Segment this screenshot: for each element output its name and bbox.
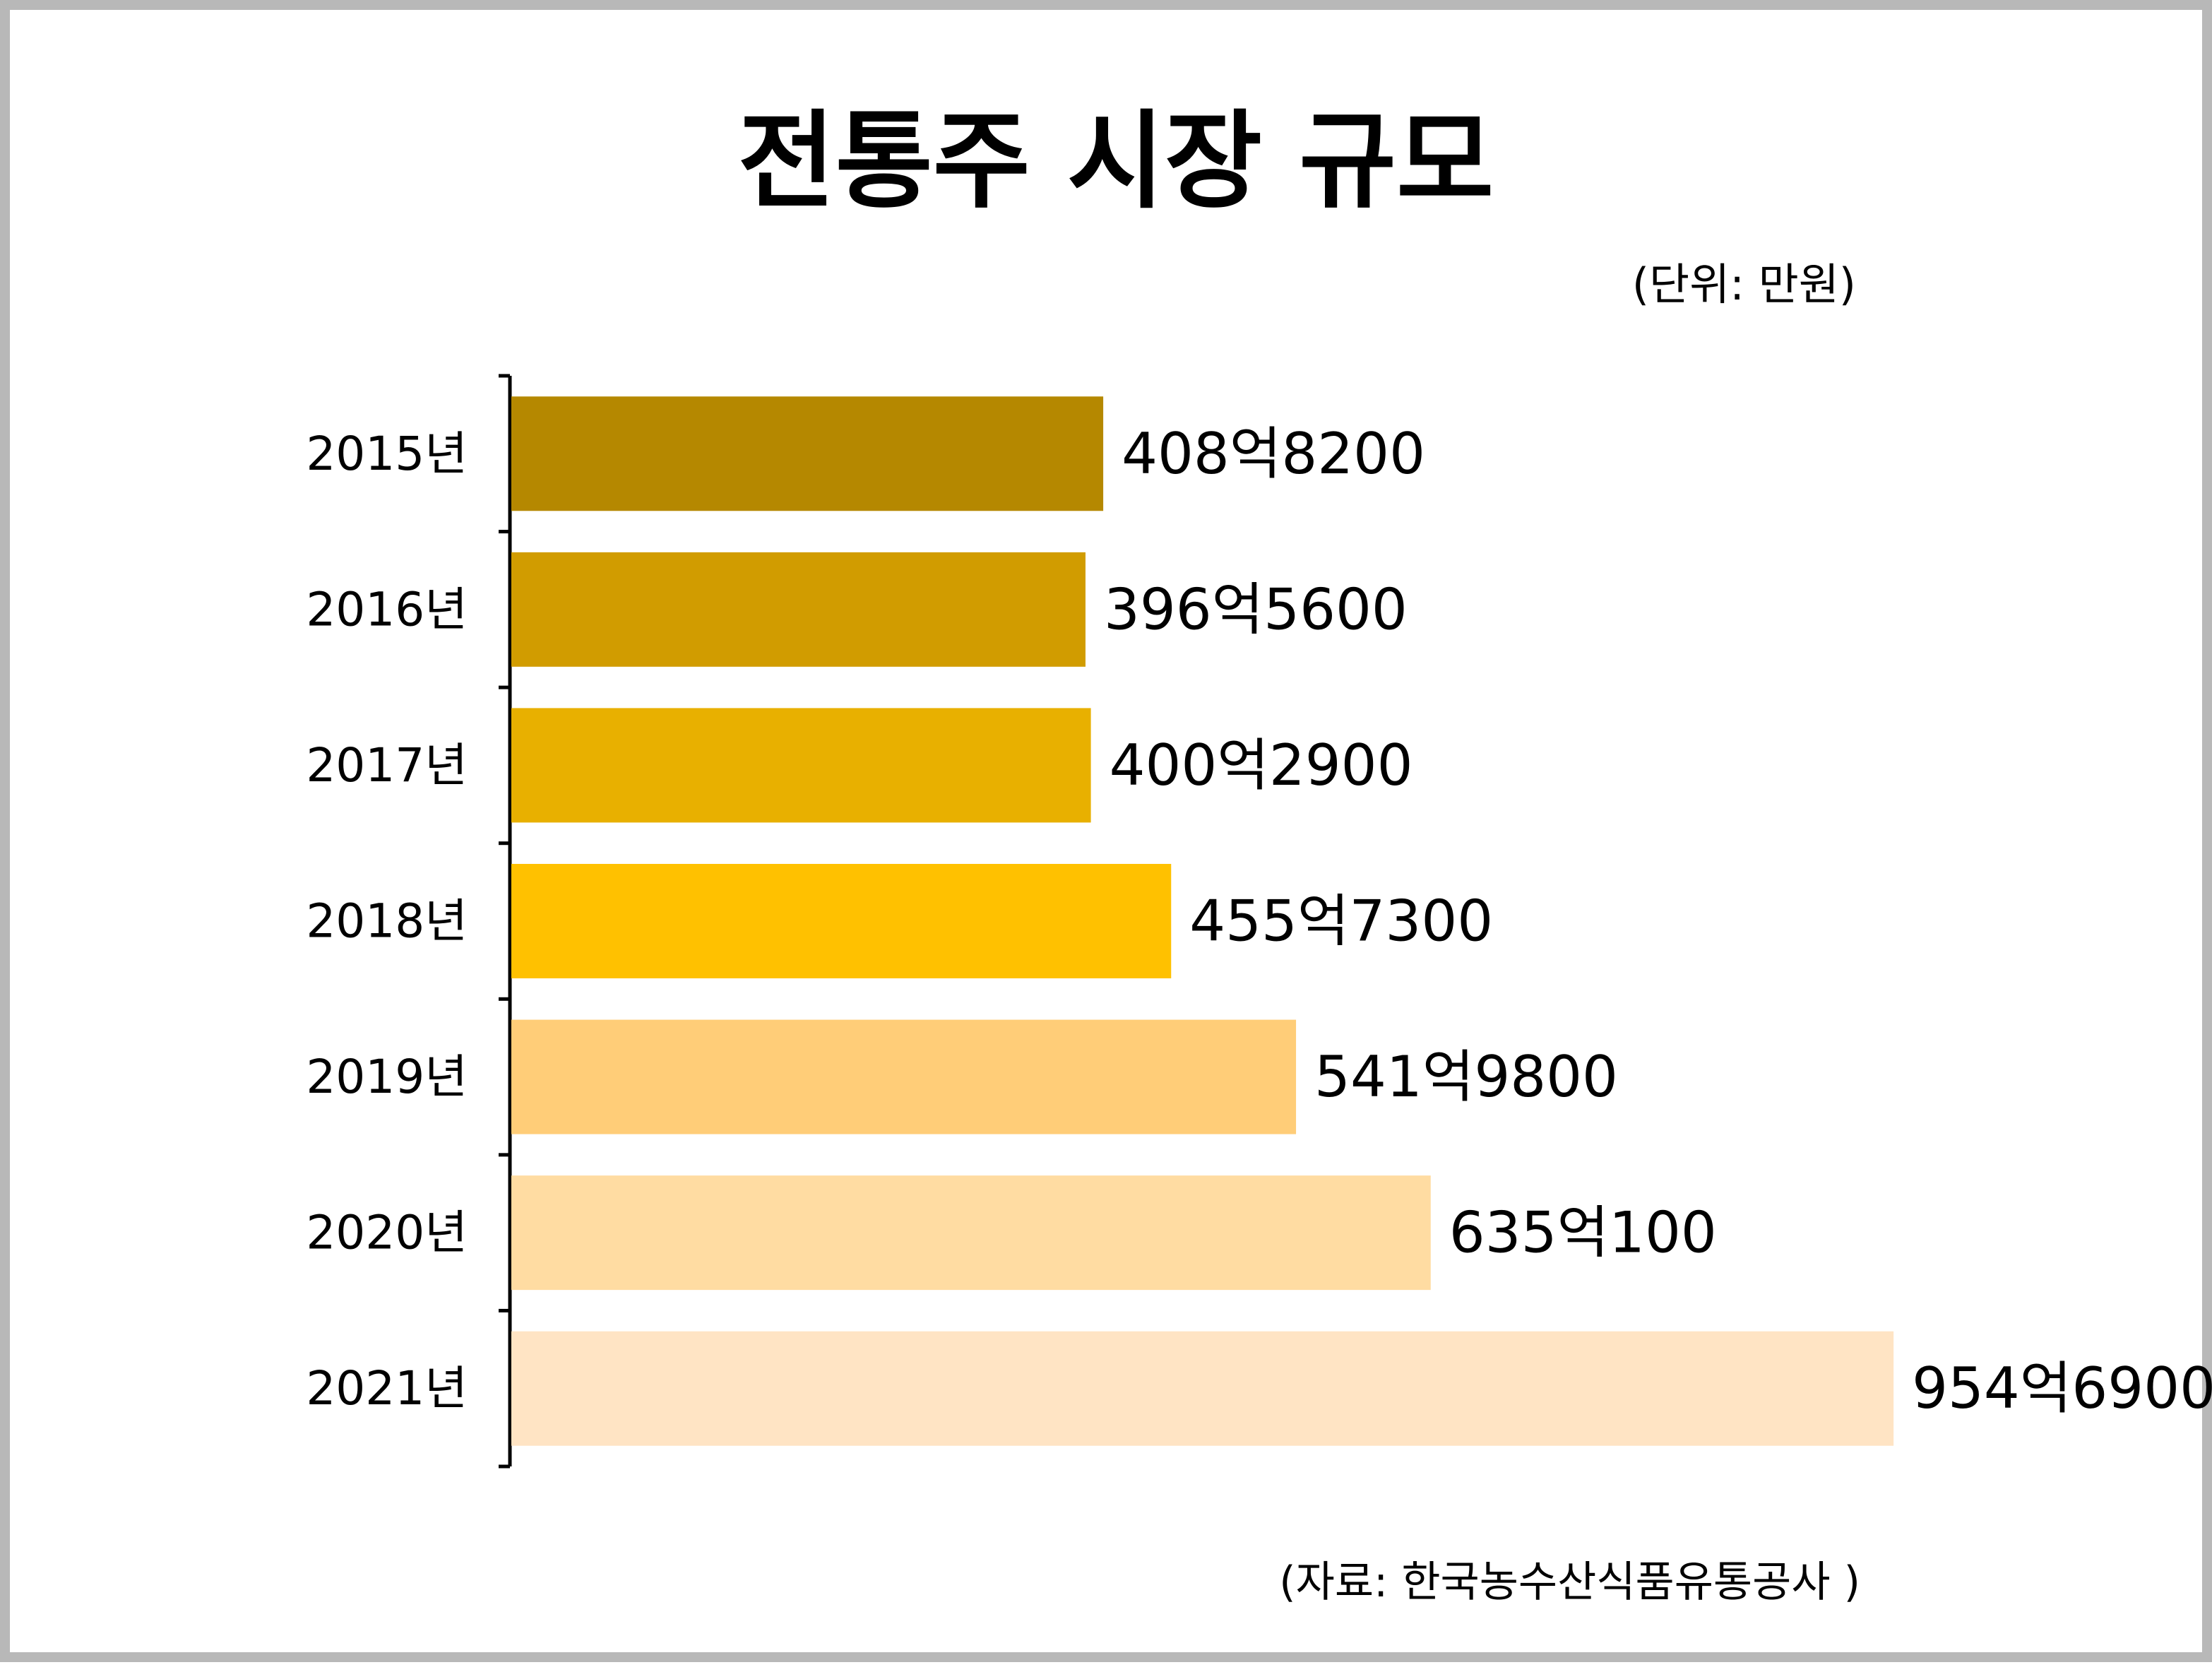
chart-title: 전통주 시장 규모	[737, 100, 1494, 223]
bar	[511, 864, 1172, 978]
bar	[511, 1331, 1894, 1446]
bar	[511, 1019, 1297, 1134]
value-label: 455억7300	[1189, 889, 1493, 954]
bar-chart: 2015년 408억8200 2016년 396억5600 2017년 400억2900 2…	[306, 374, 2212, 1469]
value-label: 400억2900	[1110, 733, 1413, 798]
category-label: 2016년	[306, 582, 468, 636]
value-label: 954억6900	[1912, 1356, 2212, 1421]
category-label: 2017년	[306, 738, 468, 793]
value-label: 541억9800	[1314, 1044, 1618, 1110]
bar	[511, 708, 1091, 823]
labels: 2015년 408억8200 2016년 396억5600 2017년 400억2900 2…	[306, 421, 2212, 1421]
category-label: 2018년	[306, 894, 468, 949]
bar	[511, 552, 1086, 667]
source-label: (자료: 한국농수산식품유통공사 )	[1279, 1558, 1860, 1607]
category-label: 2015년	[306, 427, 468, 481]
bar	[511, 396, 1104, 511]
category-label: 2021년	[306, 1361, 468, 1416]
value-label: 396억5600	[1104, 576, 1408, 642]
unit-label: (단위: 만원)	[1631, 259, 1856, 310]
y-axis	[499, 374, 512, 1469]
value-label: 635억100	[1449, 1200, 1717, 1266]
category-label: 2020년	[306, 1206, 468, 1260]
bars	[511, 396, 1894, 1446]
category-label: 2019년	[306, 1050, 468, 1104]
value-label: 408억8200	[1122, 421, 1425, 487]
bar	[511, 1175, 1431, 1291]
